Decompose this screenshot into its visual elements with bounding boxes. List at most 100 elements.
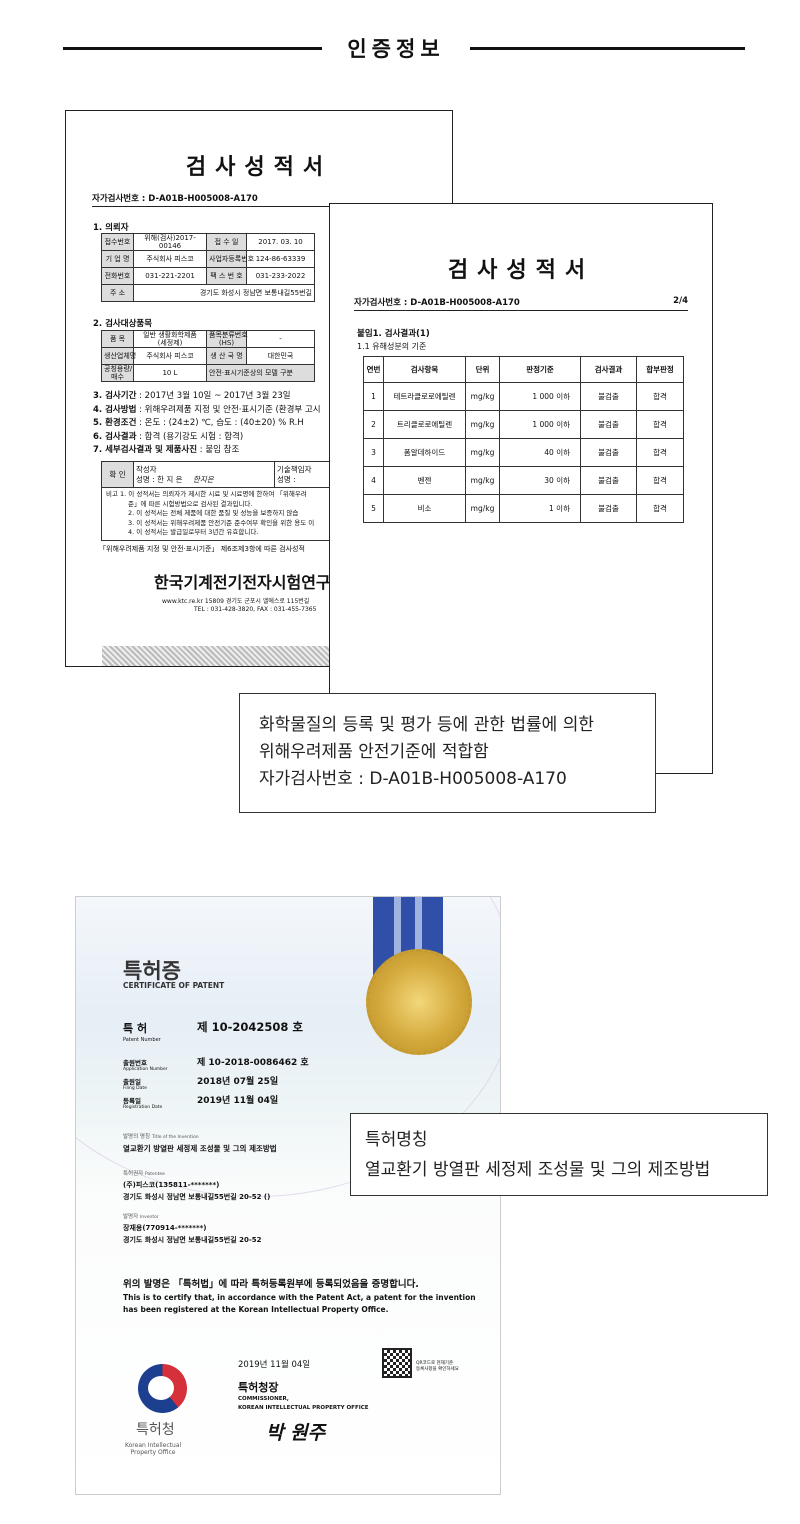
patentee-label-en: Patentee <box>145 1172 165 1177</box>
table-cell: 불검출 <box>580 494 637 523</box>
table-cell: 5 <box>363 494 384 523</box>
table-cell: 불검출 <box>580 410 637 439</box>
patent-caption-label: 특허명칭 <box>365 1130 428 1150</box>
table-cell: 주식회사 피스코 <box>133 347 207 365</box>
table-cell: 주 소 <box>101 284 134 302</box>
summary-line: 5. 환경조건 : 온도 : (24±2) ℃, 습도 : (40±20) % … <box>93 417 321 431</box>
table-cell: 031-221-2201 <box>133 267 207 285</box>
section-heading: 2. 검사대상품목 <box>93 319 153 329</box>
reg-label-en: Registration Date <box>123 1105 163 1110</box>
column-header: 합부판정 <box>636 356 684 383</box>
application-number: 제 10-2018-0086462 호 <box>197 1058 309 1068</box>
table-cell: 합격 <box>636 410 684 439</box>
table-cell: 생 산 국 명 <box>206 347 247 365</box>
table-cell: 2 <box>363 410 384 439</box>
office-name-en-line: Korean Intellectual <box>125 1442 182 1449</box>
qr-note-line: 등록사항을 확인하세요 <box>416 1367 459 1372</box>
column-header: 연번 <box>363 356 384 383</box>
filing-label-en: Filing Date <box>123 1086 147 1091</box>
table-cell: 일반 생활화학제품 (세정제) <box>133 330 207 348</box>
test-report-page-2: 검사성적서 자가검사번호 : D-A01B-H005008-A170 2/4 붙… <box>329 203 713 774</box>
table-row: 5 비소 mg/kg 1 이하 불검출 합격 <box>363 494 684 523</box>
app-label-en: Application Number <box>123 1067 168 1072</box>
issue-date: 2019년 11월 04일 <box>238 1360 311 1370</box>
commissioner-title: 특허청장 <box>238 1381 279 1394</box>
registration-date: 2019년 11월 04일 <box>197 1096 279 1106</box>
table-row: 주 소 경기도 화성시 정남면 보통내길55번길 <box>101 284 315 302</box>
issuer-address: www.ktc.re.kr 15809 경기도 군포시 엘에스로 115번길 <box>162 598 310 605</box>
note-line: 4. 이 성적서는 발급일로부터 3년간 유효합니다. <box>128 528 259 536</box>
qr-note-line: QR코드로 현재기준 <box>416 1361 454 1366</box>
table-cell: 1 <box>363 382 384 411</box>
invention-label-en: Title of the Invention <box>151 1135 199 1140</box>
invention-label: 발명의 명칭 <box>123 1134 151 1140</box>
tech-name: 성명 : <box>277 474 296 484</box>
inventor: 장재용(770914-*******) <box>123 1224 207 1232</box>
section-heading: 1. 의뢰자 <box>93 223 129 233</box>
table-row: 1 테트라클로로에틸렌 mg/kg 1 000 이하 불검출 합격 <box>363 382 684 411</box>
patent-number: 제 10-2042508 호 <box>197 1020 303 1034</box>
security-pattern <box>102 646 329 666</box>
qr-note: QR코드로 현재기준 등록사항을 확인하세요 <box>416 1361 459 1373</box>
table-cell: 품 목 <box>101 330 134 348</box>
table-cell: - <box>246 330 315 348</box>
table-row: 3 폼알데하이드 mg/kg 40 이하 불검출 합격 <box>363 438 684 467</box>
table-cell: 생산업체명 <box>101 347 136 365</box>
table-cell: 안전·표시기준상의 모델 구분 <box>206 364 315 382</box>
summary-key: 3. 검사기간 <box>93 391 137 401</box>
table-cell: 40 이하 <box>499 438 581 467</box>
table-row: 공칭용량/매수 10 L 안전·표시기준상의 모델 구분 <box>101 364 315 382</box>
table-row: 접수번호 위해(검사)2017-00146 접 수 일 2017. 03. 10 <box>101 233 315 251</box>
report-summary: 3. 검사기간 : 2017년 3월 10일 ~ 2017년 3월 23일 4. … <box>93 390 321 458</box>
table-cell: 124-86-63339 <box>246 250 315 268</box>
table-cell: 트리클로로에틸렌 <box>383 410 466 439</box>
patentee-label: 특허권자 <box>123 1171 144 1177</box>
caption-line: 위해우려제품 안전기준에 적합함 <box>259 742 489 762</box>
patent-label-en: Patent Number <box>123 1037 161 1043</box>
report-title: 검사성적서 <box>185 155 333 180</box>
table-cell: 공칭용량/매수 <box>101 364 134 382</box>
inventor-label-en: Inventor <box>139 1215 159 1220</box>
report-header-line: 자가검사번호 : D-A01B-H005008-A170 2/4 <box>354 296 688 311</box>
table-row: 전화번호 031-221-2201 팩 스 번 호 031-233-2022 <box>101 267 315 285</box>
section-title: 인증정보 <box>347 37 445 61</box>
writer-name: 성명 : 한 지 은 <box>136 474 183 484</box>
column-header: 단위 <box>465 356 500 383</box>
table-cell: 비소 <box>383 494 466 523</box>
summary-value: : 합격 (용기강도 시험 : 합격) <box>136 431 244 442</box>
table-cell: 대한민국 <box>246 347 315 365</box>
table-cell: 합격 <box>636 466 684 495</box>
invention-title: 열교환기 방열판 세정제 조성물 및 그의 제조방법 <box>123 1144 277 1153</box>
attachment-heading: 붙임1. 검사결과(1) <box>357 329 430 339</box>
patent-label: 특 허 <box>123 1022 148 1035</box>
table-header-row: 연번 검사항목 단위 판정기준 검사결과 합부판정 <box>363 356 684 383</box>
table-row: 품 목 일반 생활화학제품 (세정제) 품목분류번호(HS) - <box>101 330 315 348</box>
caption-line: 자가검사번호 : D-A01B-H005008-A170 <box>259 769 567 789</box>
summary-key: 7. 세부검사결과 및 제품사진 <box>93 445 198 455</box>
table-cell: 사업자등록번호 <box>206 250 254 268</box>
client-table: 접수번호 위해(검사)2017-00146 접 수 일 2017. 03. 10 기 업… <box>101 233 315 302</box>
summary-line: 3. 검사기간 : 2017년 3월 10일 ~ 2017년 3월 23일 <box>93 390 321 404</box>
issuer-name: 한국기계전기전자시험연구 <box>154 573 329 592</box>
summary-key: 6. 검사결과 <box>93 431 137 442</box>
issuer-tel: TEL : 031-428-3820, FAX : 031-455-7365 <box>194 606 317 613</box>
page-number: 2/4 <box>673 296 688 306</box>
commissioner-title-en: COMMISSIONER, <box>238 1396 289 1402</box>
office-name: 특허청 <box>136 1422 175 1438</box>
title-rule-left <box>63 47 322 50</box>
reg-label: 등록일 <box>123 1097 141 1105</box>
confirm-table: 확 인 작성자 성명 : 한 지 은 한지은 기술책임자 성명 : 비고 1. 이 … <box>101 461 329 541</box>
table-cell: 위해(검사)2017-00146 <box>133 233 207 251</box>
note-line: 2. 이 성적서는 전체 제품에 대한 품질 및 성능을 보증하지 않습 <box>128 509 299 517</box>
table-cell: 팩 스 번 호 <box>206 267 247 285</box>
table-cell: 주식회사 피스코 <box>133 250 207 268</box>
column-header: 검사항목 <box>383 356 466 383</box>
table-cell: 1 000 이하 <box>499 382 581 411</box>
patentee: (주)피스코(135811-*******) <box>123 1181 220 1189</box>
table-cell: 1 000 이하 <box>499 410 581 439</box>
summary-line: 6. 검사결과 : 합격 (용기강도 시험 : 합격) <box>93 431 321 445</box>
report-number: 자가검사번호 : D-A01B-H005008-A170 <box>354 298 520 308</box>
summary-line: 7. 세부검사결과 및 제품사진 : 붙임 참조 <box>93 444 321 458</box>
confirm-label: 확 인 <box>101 461 134 488</box>
title-rule-right <box>470 47 745 50</box>
